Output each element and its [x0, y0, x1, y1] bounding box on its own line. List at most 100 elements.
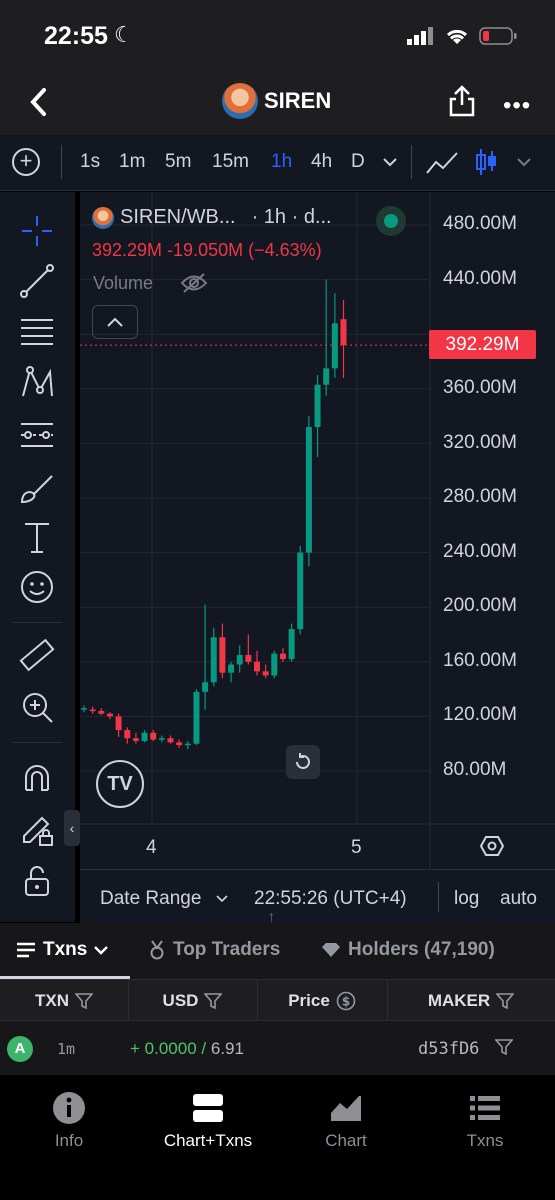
dollar-coin-icon[interactable]: $ — [336, 991, 356, 1011]
candles-chart-type-icon[interactable] — [474, 147, 498, 177]
divider — [12, 622, 62, 623]
symbol-legend[interactable]: SIREN/WB... · 1h · d... — [92, 206, 332, 229]
column-label: MAKER — [427, 991, 491, 1010]
filter-icon[interactable] — [496, 993, 515, 1009]
candle-body — [132, 738, 139, 741]
collapse-legend-button[interactable] — [92, 305, 138, 339]
column-maker[interactable]: MAKER — [387, 980, 555, 1022]
chart-txns-icon — [193, 1094, 223, 1122]
emoji-icon[interactable] — [18, 568, 56, 606]
brush-icon[interactable] — [18, 468, 56, 506]
x-tick-label: 5 — [351, 837, 362, 858]
filter-icon[interactable] — [75, 993, 93, 1009]
txn-maker[interactable]: d53fD6 — [418, 1039, 480, 1059]
column-price[interactable]: Price $ — [257, 980, 387, 1022]
candle-body — [158, 738, 165, 740]
nav-label: Chart — [325, 1131, 367, 1150]
bottom-tab-bar: Info Chart+Txns Chart Txns — [0, 1075, 555, 1200]
collapse-sidebar-button[interactable]: ‹ — [64, 810, 80, 846]
reset-chart-button[interactable] — [286, 745, 320, 779]
timeframe-1h[interactable]: 1h — [271, 151, 293, 172]
txn-age: 1m — [57, 1040, 76, 1058]
table-row[interactable]: A 1m + 0.0000 / 6.91 d53fD6 — [0, 1021, 555, 1075]
nav-chart[interactable]: Chart — [286, 1091, 406, 1151]
divider — [257, 980, 258, 1022]
text-tool-icon[interactable] — [18, 518, 56, 556]
y-tick-label: 480.00M — [443, 213, 517, 234]
nav-label: Chart+Txns — [163, 1131, 253, 1150]
prediction-icon[interactable] — [18, 416, 56, 454]
candle-body — [340, 319, 347, 346]
timeframe-1s[interactable]: 1s — [80, 151, 101, 172]
medal-icon — [150, 940, 164, 960]
column-label: Price — [288, 991, 330, 1010]
tab-top-traders[interactable]: Top Traders — [148, 939, 280, 961]
status-time: 22:55 — [44, 22, 108, 50]
tab-txns[interactable]: Txns — [16, 939, 109, 961]
clock-timezone[interactable]: 22:55:26 (UTC+4) — [254, 888, 407, 909]
chart-area[interactable]: SIREN/WB... · 1h · d... 392.29M -19.050M… — [80, 192, 555, 869]
log-scale-toggle[interactable]: log — [454, 888, 480, 909]
chart-controls: Date Range 22:55:26 (UTC+4) log auto — [80, 869, 555, 923]
pattern-icon[interactable] — [18, 364, 56, 402]
more-options-icon[interactable]: ••• — [503, 92, 532, 119]
magnet-icon[interactable] — [18, 760, 56, 798]
candle-body — [89, 709, 96, 712]
timeframe-4h[interactable]: 4h — [311, 151, 333, 172]
nav-chart-txns[interactable]: Chart+Txns — [148, 1091, 268, 1151]
drawing-toolbar — [0, 192, 75, 922]
chevron-down-icon[interactable] — [382, 157, 398, 167]
divider — [387, 980, 388, 1022]
tradingview-logo[interactable]: TV — [96, 760, 144, 808]
candle-body — [167, 738, 174, 743]
usd-separator: / — [201, 1039, 207, 1058]
tab-holders[interactable]: Holders (47,190) — [321, 939, 495, 961]
column-usd[interactable]: USD — [128, 980, 257, 1022]
nav-header: SIREN ••• — [0, 70, 555, 135]
chevron-up-icon — [107, 317, 123, 327]
candle-body — [254, 661, 260, 672]
svg-text:$: $ — [342, 995, 350, 1009]
filter-icon[interactable] — [495, 1039, 513, 1055]
moon-icon: ☾ — [114, 22, 134, 47]
share-icon[interactable] — [448, 84, 476, 118]
back-chevron-icon[interactable] — [24, 85, 56, 119]
candle-body — [262, 671, 269, 676]
area-chart-icon — [331, 1096, 361, 1121]
candlestick-chart[interactable] — [80, 192, 555, 869]
candle-body — [314, 384, 321, 428]
crosshair-icon[interactable] — [18, 212, 56, 250]
y-tick-label: 320.00M — [443, 432, 517, 453]
date-range-button[interactable]: Date Range — [100, 888, 202, 909]
hide-eye-icon[interactable] — [180, 272, 208, 294]
filter-icon[interactable] — [204, 993, 223, 1009]
auto-scale-toggle[interactable]: auto — [500, 888, 537, 909]
zoom-in-icon[interactable] — [18, 688, 56, 726]
column-txn[interactable]: TXN — [0, 980, 128, 1022]
nav-info[interactable]: Info — [9, 1091, 129, 1151]
timeframe-15m[interactable]: 15m — [212, 151, 249, 172]
list-icon — [17, 942, 35, 958]
page-title: SIREN — [264, 88, 332, 113]
add-indicator-button[interactable]: + — [12, 148, 40, 176]
timeframe-5m[interactable]: 5m — [165, 151, 192, 172]
x-tick-label: 4 — [146, 837, 157, 858]
chevron-down-icon[interactable] — [516, 157, 532, 167]
lock-drawing-icon[interactable] — [18, 810, 56, 848]
candle-body — [245, 654, 252, 662]
chevron-down-icon[interactable] — [216, 895, 228, 903]
wifi-icon — [446, 29, 468, 44]
timeframe-1m[interactable]: 1m — [119, 151, 146, 172]
active-tab-indicator — [0, 976, 130, 979]
status-bar: 22:55 ☾ — [0, 0, 555, 70]
line-chart-type-icon[interactable] — [425, 149, 459, 177]
ruler-icon[interactable] — [18, 636, 56, 674]
nav-txns[interactable]: Txns — [425, 1091, 545, 1151]
timeframe-d[interactable]: D — [351, 151, 365, 172]
fib-lines-icon[interactable] — [18, 312, 56, 350]
trend-line-icon[interactable] — [18, 262, 56, 300]
unlock-icon[interactable] — [18, 862, 56, 900]
volume-label: Volume — [93, 273, 154, 293]
txn-badge: A — [7, 1036, 33, 1062]
chart-settings-icon[interactable] — [480, 834, 504, 858]
